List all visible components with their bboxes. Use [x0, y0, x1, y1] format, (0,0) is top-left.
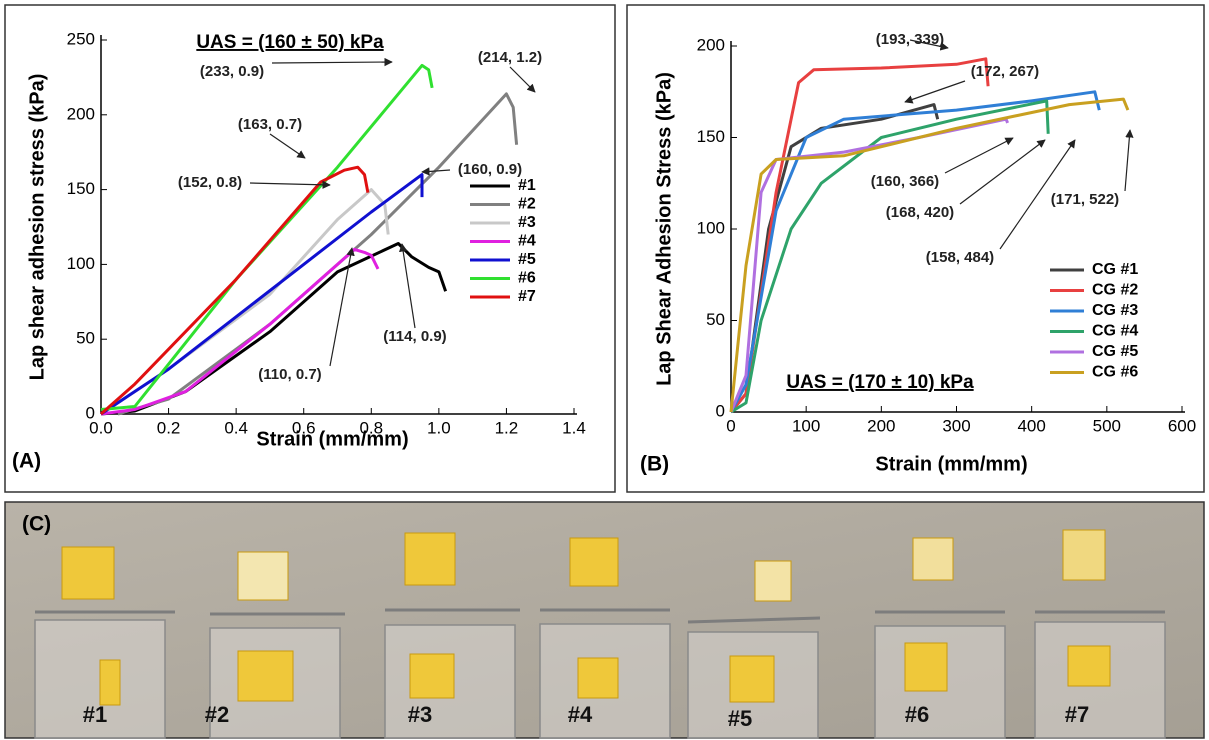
y-tick-label: 200: [67, 104, 95, 123]
sample-label: #3: [408, 702, 432, 727]
y-tick-label: 250: [67, 29, 95, 48]
x-tick-label: 600: [1168, 416, 1196, 435]
annotation-arrow: [272, 62, 392, 63]
annotation: (160, 0.9): [458, 161, 522, 178]
x-tick-label: 0: [726, 416, 735, 435]
sample: [905, 643, 947, 691]
legend-label: CG #3: [1092, 302, 1138, 319]
annotation: (171, 522): [1051, 191, 1119, 208]
x-tick-label: 0.4: [224, 418, 248, 437]
data-line: [101, 190, 388, 414]
legend-label: CG #4: [1092, 323, 1138, 340]
x-tick-label: 200: [867, 416, 895, 435]
legend-label: #5: [518, 251, 536, 268]
sample: [100, 660, 120, 705]
data-line: [731, 101, 1048, 412]
annotation: (214, 1.2): [478, 49, 542, 66]
sample: [570, 538, 618, 586]
panel-label: (B): [640, 453, 669, 476]
panel-label: (A): [12, 450, 41, 473]
y-axis-title: Lap Shear Adhesion Stress (kPa): [653, 72, 675, 386]
chart-title: UAS = (160 ± 50) kPa: [196, 32, 384, 53]
x-tick-label: 100: [792, 416, 820, 435]
y-tick-label: 50: [706, 310, 725, 329]
sample-label: #2: [205, 702, 229, 727]
annotation-arrow: [330, 248, 352, 366]
sample: [1063, 530, 1105, 580]
annotation: (163, 0.7): [238, 116, 302, 133]
annotation: (172, 267): [971, 63, 1039, 80]
sample: [410, 654, 454, 698]
x-axis-title: Strain (mm/mm): [875, 453, 1027, 475]
annotation: (158, 484): [926, 249, 994, 266]
annotation: (114, 0.9): [383, 328, 446, 345]
legend-label: #6: [518, 270, 536, 287]
legend-label: CG #6: [1092, 364, 1138, 381]
y-tick-label: 150: [67, 179, 95, 198]
legend-label: #2: [518, 196, 536, 213]
x-tick-label: 1.0: [427, 418, 451, 437]
x-tick-label: 0.2: [157, 418, 181, 437]
sample-label: #4: [568, 702, 593, 727]
x-tick-label: 1.2: [495, 418, 519, 437]
annotation: (110, 0.7): [258, 366, 321, 383]
y-tick-label: 0: [716, 401, 725, 420]
chart-title: UAS = (170 ± 10) kPa: [786, 372, 974, 393]
sample: [913, 538, 953, 580]
legend-label: #1: [518, 177, 536, 194]
annotation-arrow: [905, 81, 965, 102]
y-axis-title: Lap shear adhesion stress (kPa): [26, 74, 48, 381]
sample-label: #5: [728, 706, 752, 731]
annotation: (233, 0.9): [200, 63, 264, 80]
annotation-arrow: [960, 140, 1045, 204]
legend-label: #3: [518, 214, 536, 231]
x-tick-label: 400: [1017, 416, 1045, 435]
y-tick-label: 100: [67, 254, 95, 273]
sample-label: #7: [1065, 702, 1089, 727]
legend-label: #4: [518, 233, 536, 250]
annotation: (160, 366): [871, 173, 939, 190]
sample: [238, 651, 293, 701]
sample: [755, 561, 791, 601]
annotation-arrow: [270, 134, 305, 158]
sample: [62, 547, 114, 599]
legend-label: #7: [518, 288, 536, 305]
y-tick-label: 100: [697, 218, 725, 237]
sample: [1068, 646, 1110, 686]
panel-label: (C): [22, 513, 51, 536]
annotation: (168, 420): [886, 204, 954, 221]
chart: 0 50 100 150 200 0 100 200 300 400 500 600 Strain (m…: [640, 31, 1196, 476]
legend-label: CG #5: [1092, 343, 1138, 360]
annotation-arrow: [1125, 130, 1130, 191]
sample: [238, 552, 288, 600]
legend-label: CG #2: [1092, 282, 1138, 299]
data-line: [101, 167, 368, 414]
sample: [405, 533, 455, 585]
x-tick-label: 0.0: [89, 418, 113, 437]
legend-label: CG #1: [1092, 261, 1138, 278]
y-tick-label: 150: [697, 127, 725, 146]
y-tick-label: 200: [697, 35, 725, 54]
y-tick-label: 50: [76, 329, 95, 348]
sample-label: #6: [905, 702, 929, 727]
data-line: [731, 105, 938, 412]
sample-label: #1: [83, 702, 107, 727]
figure: 0501001502002500.00.20.40.60.81.01.21.4S…: [0, 0, 1209, 740]
x-tick-label: 300: [942, 416, 970, 435]
x-tick-label: 500: [1093, 416, 1121, 435]
annotation-arrow: [945, 138, 1013, 173]
sample: [730, 656, 774, 702]
annotation: (152, 0.8): [178, 174, 242, 191]
sample: [578, 658, 618, 698]
photo-panel: [5, 502, 1204, 738]
x-tick-label: 1.4: [562, 418, 586, 437]
annotation-arrow: [510, 67, 535, 92]
x-axis-title: Strain (mm/mm): [256, 428, 408, 450]
